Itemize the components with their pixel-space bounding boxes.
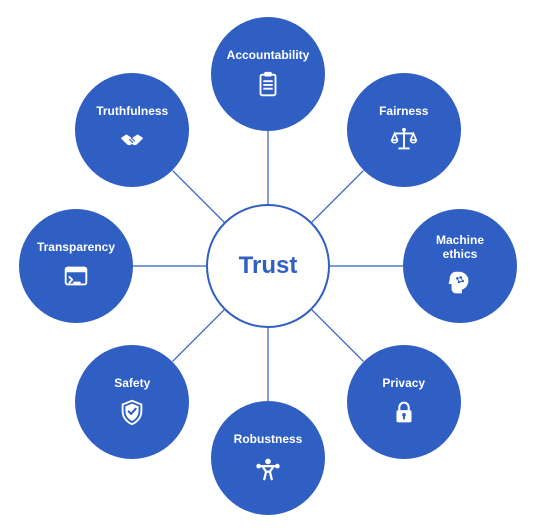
- node-privacy: Privacy: [347, 345, 461, 459]
- node-label: Safety: [114, 377, 150, 391]
- node-fairness: Fairness: [347, 73, 461, 187]
- node-label: Truthfulness: [96, 105, 168, 119]
- node-accountability: Accountability: [211, 17, 325, 131]
- clipboard-icon: [253, 69, 283, 99]
- shield-check-icon: [117, 397, 147, 427]
- scales-icon: [389, 125, 419, 155]
- diagram-stage: Trust Accountability Fairness Machine et…: [0, 0, 536, 532]
- lock-icon: [389, 397, 419, 427]
- node-label: Fairness: [379, 105, 428, 119]
- node-label: Transparency: [37, 241, 115, 255]
- center-node-trust: Trust: [206, 204, 330, 328]
- node-safety: Safety: [75, 345, 189, 459]
- node-label: Robustness: [234, 433, 303, 447]
- node-truthfulness: Truthfulness: [75, 73, 189, 187]
- node-transparency: Transparency: [19, 209, 133, 323]
- node-label: Machine ethics: [436, 234, 484, 262]
- terminal-icon: [61, 261, 91, 291]
- node-label: Accountability: [227, 49, 310, 63]
- weightlifter-icon: [253, 453, 283, 483]
- brain-head-icon: [445, 268, 475, 298]
- node-machine-ethics: Machine ethics: [403, 209, 517, 323]
- center-label: Trust: [239, 252, 298, 280]
- node-robustness: Robustness: [211, 401, 325, 515]
- handshake-icon: [117, 125, 147, 155]
- node-label: Privacy: [382, 377, 425, 391]
